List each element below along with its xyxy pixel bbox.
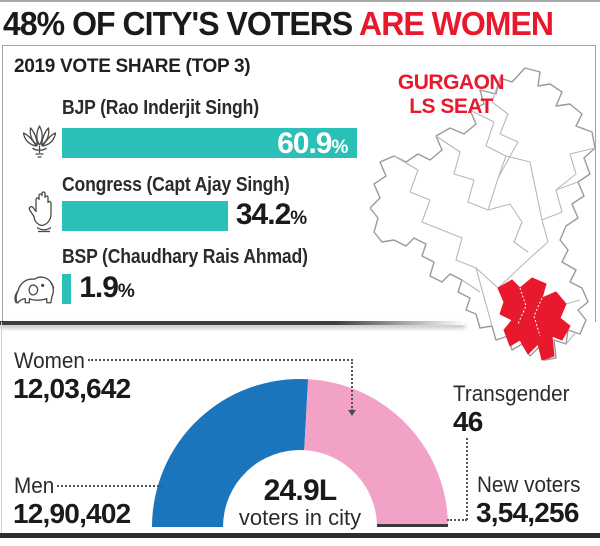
- section-divider: [0, 321, 465, 325]
- bar-row-bsp: 1.9%: [62, 271, 402, 304]
- men-label: Men: [14, 473, 55, 498]
- electorate-donut-chart: [152, 378, 449, 527]
- bar-bjp: [62, 128, 358, 158]
- gurgaon-seat-region: [497, 277, 571, 361]
- left-rule: [1, 322, 2, 534]
- page-title: 48% OF CITY'S VOTERS ARE WOMEN: [3, 5, 554, 43]
- party-label-bsp: BSP (Chaudhary Rais Ahmad): [62, 246, 308, 268]
- new-voters-label: New voters: [477, 472, 581, 497]
- title-red: ARE WOMEN: [352, 5, 554, 42]
- men-value: 12,90,402: [13, 498, 131, 529]
- bar-value-bsp: 1.9%: [79, 271, 135, 304]
- bar-value-congress: 34.2%: [235, 198, 308, 231]
- women-value: 12,03,642: [13, 373, 131, 404]
- bar-bsp: [62, 274, 72, 304]
- bar-value-bjp: 60.9%: [277, 127, 349, 160]
- transgender-label: Transgender: [453, 381, 570, 406]
- seat-inner-borders: [517, 287, 543, 337]
- vote-share-heading: 2019 VOTE SHARE (TOP 3): [14, 56, 251, 77]
- map-label-line1: GURGAON: [397, 71, 505, 94]
- transgender-leader-horizontal: [447, 519, 467, 521]
- lotus-icon: [22, 125, 57, 158]
- party-label-congress: Congress (Capt Ajay Singh): [62, 174, 290, 196]
- new-voters-value: 3,54,256: [476, 497, 579, 528]
- men-leader: [57, 485, 163, 487]
- haryana-map: [370, 67, 596, 361]
- map-label-line2: LS SEAT: [409, 95, 493, 118]
- title-black: 48% OF CITY'S VOTERS: [3, 5, 353, 42]
- women-label: Women: [14, 348, 85, 373]
- bar-row-bjp: 60.9%: [62, 127, 402, 160]
- elephant-icon: [14, 276, 55, 304]
- district-borders: [393, 77, 596, 345]
- women-leader-arrow: [348, 410, 356, 416]
- bar-row-congress: 34.2%: [62, 198, 402, 231]
- transgender-leader-vertical: [466, 438, 468, 520]
- transgender-value: 46: [453, 406, 483, 437]
- hand-icon: [28, 191, 52, 233]
- donut-center-value: 24.9L: [263, 474, 338, 507]
- party-label-bjp: BJP (Rao Inderjit Singh): [62, 97, 259, 119]
- bottom-rule: [0, 533, 600, 538]
- women-leader-vertical: [351, 359, 353, 411]
- top-rule: [0, 0, 600, 2]
- women-leader-horizontal: [88, 359, 353, 361]
- donut-center-label: voters in city: [238, 505, 362, 530]
- bar-congress: [62, 201, 228, 231]
- map-label: GURGAON LS SEAT: [396, 71, 506, 119]
